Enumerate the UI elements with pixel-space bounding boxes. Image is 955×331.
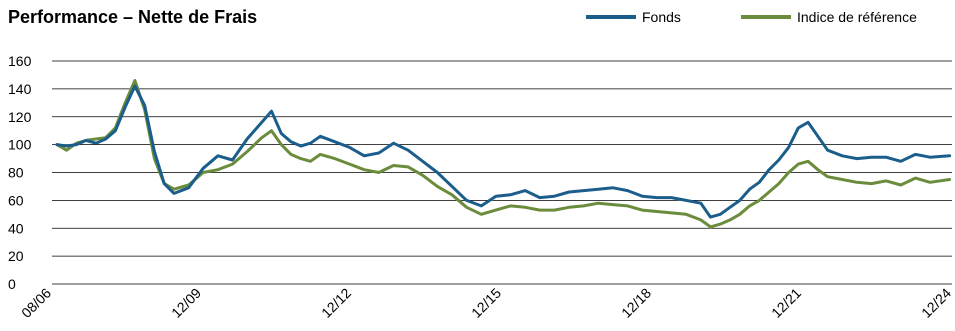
x-tick-label: 12/15 xyxy=(468,285,504,321)
series-line-indice xyxy=(55,79,952,229)
series-line-fonds xyxy=(55,84,952,219)
y-tick-label: 40 xyxy=(8,220,24,236)
y-tick-label: 120 xyxy=(8,109,32,125)
legend-label-fonds: Fonds xyxy=(642,9,681,25)
x-tick-label: 12/18 xyxy=(618,285,654,321)
y-tick-label: 0 xyxy=(8,276,16,292)
y-tick-label: 80 xyxy=(8,165,24,181)
x-tick-label: 12/24 xyxy=(918,285,954,321)
y-tick-label: 20 xyxy=(8,248,24,264)
x-tick-label: 12/21 xyxy=(768,285,804,321)
y-tick-label: 60 xyxy=(8,192,24,208)
legend-label-indice: Indice de référence xyxy=(797,9,917,25)
x-tick-label: 08/06 xyxy=(18,285,54,321)
y-tick-label: 160 xyxy=(8,53,32,69)
legend-line-indice xyxy=(741,15,791,19)
x-tick-label: 12/12 xyxy=(318,285,354,321)
legend-item-fonds: Fonds xyxy=(586,9,681,25)
y-tick-label: 140 xyxy=(8,81,32,97)
y-tick-label: 100 xyxy=(8,137,32,153)
legend-item-indice: Indice de référence xyxy=(741,9,917,25)
x-tick-label: 12/09 xyxy=(168,285,204,321)
legend: Fonds Indice de référence xyxy=(0,9,955,29)
chart-title: Performance – Nette de Frais xyxy=(8,7,258,27)
legend-line-fonds xyxy=(586,15,636,19)
